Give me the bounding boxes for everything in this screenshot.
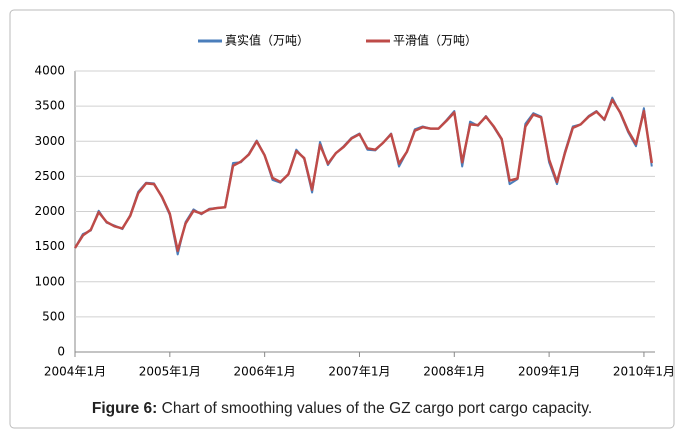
y-tick-label: 1500	[34, 239, 65, 253]
caption: Figure 6: Chart of smoothing values of t…	[0, 400, 684, 418]
legend-label: 真实值（万吨）	[225, 33, 309, 48]
legend-label: 平滑值（万吨）	[393, 33, 477, 48]
x-tick-label: 2010年1月	[613, 365, 675, 379]
x-tick-label: 2005年1月	[139, 365, 201, 379]
x-tick-label: 2006年1月	[234, 365, 296, 379]
x-tick-label: 2007年1月	[328, 365, 390, 379]
caption-label: Figure 6:	[91, 400, 158, 417]
y-tick-label: 3000	[34, 134, 65, 148]
y-tick-label: 3500	[34, 99, 65, 113]
x-tick-label: 2009年1月	[518, 365, 580, 379]
caption-text: Chart of smoothing values of the GZ carg…	[161, 400, 593, 417]
frame	[9, 9, 675, 429]
x-tick-label: 2004年1月	[44, 365, 106, 379]
y-tick-label: 2500	[34, 169, 65, 183]
y-tick-label: 1000	[34, 274, 65, 288]
series-line	[73, 98, 654, 253]
y-tick-label: 2000	[34, 204, 65, 218]
y-tick-label: 0	[57, 345, 65, 359]
y-tick-label: 4000	[34, 64, 65, 78]
x-tick-label: 2008年1月	[423, 365, 485, 379]
y-tick-label: 500	[42, 309, 65, 323]
